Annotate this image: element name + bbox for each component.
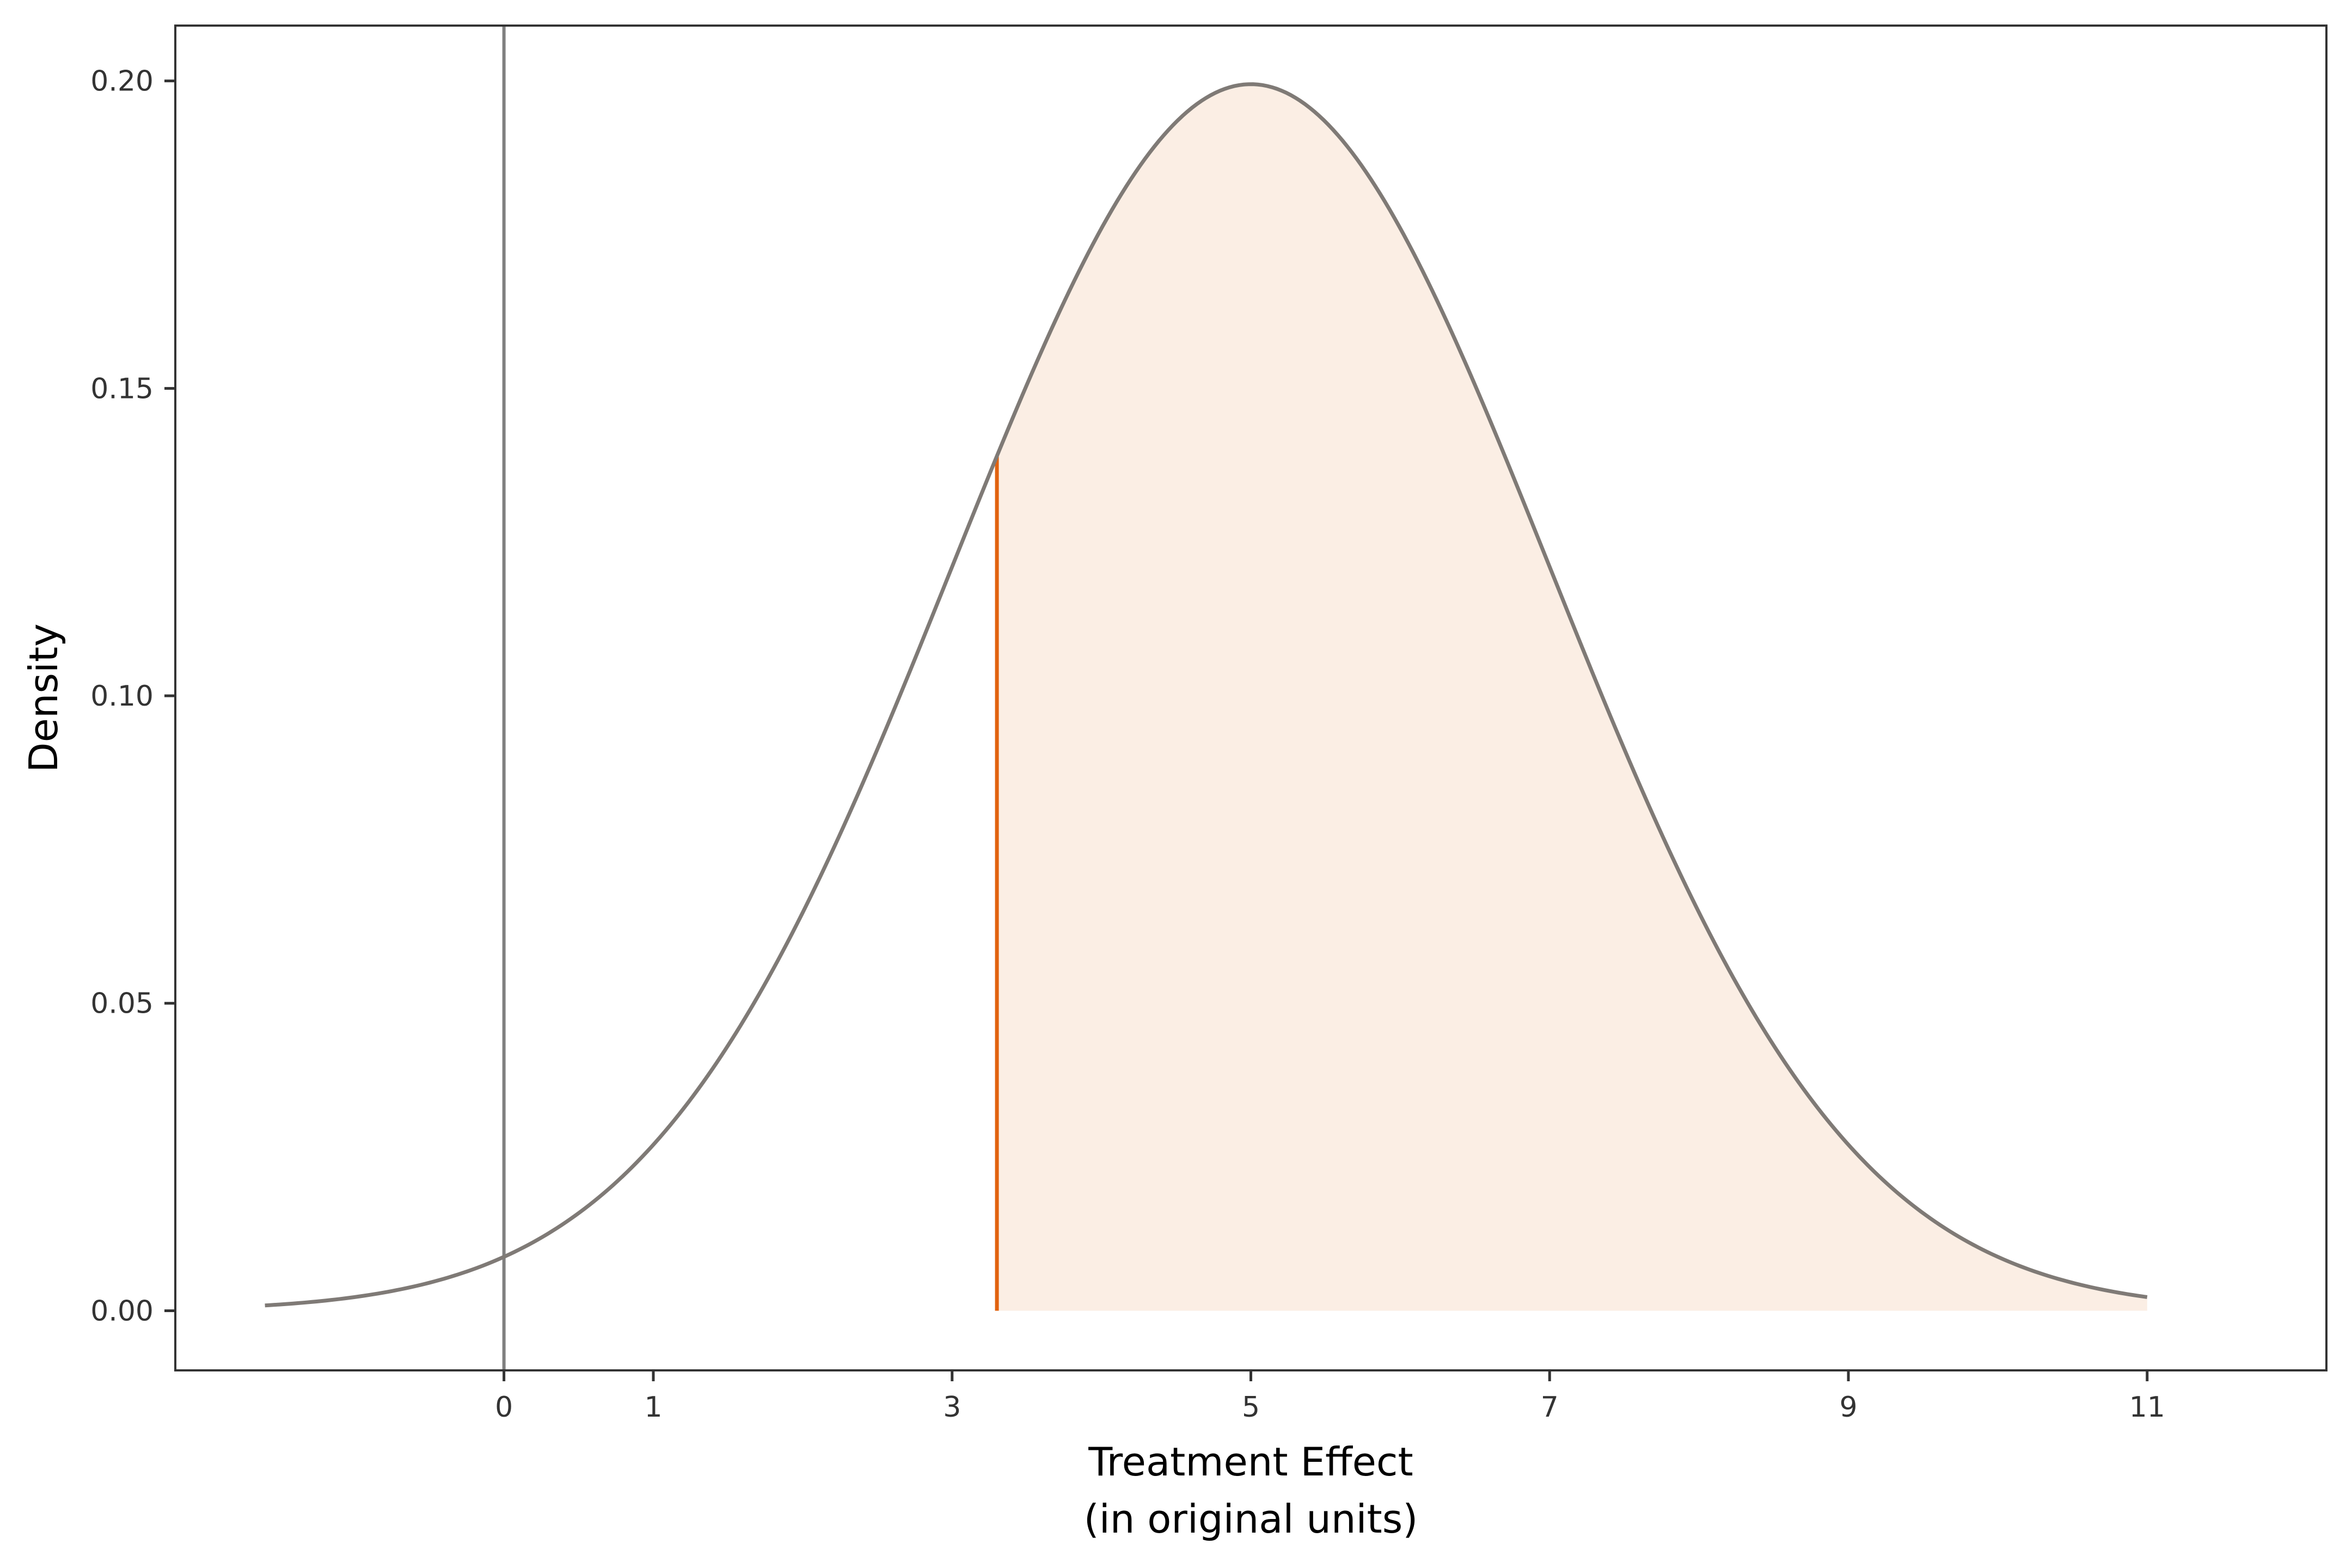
shaded-area xyxy=(997,84,2147,1311)
y-axis-title: Density xyxy=(21,623,66,773)
x-tick-label: 11 xyxy=(2129,1391,2165,1424)
x-tick-label: 3 xyxy=(943,1391,961,1424)
y-tick-label: 0.20 xyxy=(90,65,154,98)
x-tick-label: 5 xyxy=(1242,1391,1260,1424)
y-axis: 0.00 0.05 0.10 0.15 0.20 xyxy=(90,65,175,1327)
x-axis-title-line2: (in original units) xyxy=(1084,1496,1418,1542)
x-tick-label: 1 xyxy=(644,1391,662,1424)
density-curve xyxy=(265,82,2148,1308)
x-tick-label: 9 xyxy=(1839,1391,1857,1424)
y-tick-label: 0.05 xyxy=(90,988,154,1020)
x-axis-title-line1: Treatment Effect xyxy=(1088,1439,1413,1485)
y-tick-label: 0.10 xyxy=(90,680,154,713)
x-tick-label: 7 xyxy=(1541,1391,1559,1424)
x-axis: 0 1 3 5 7 9 11 xyxy=(495,1370,2165,1424)
y-tick-label: 0.00 xyxy=(90,1295,154,1327)
y-tick-label: 0.15 xyxy=(90,372,154,405)
x-tick-label: 0 xyxy=(495,1391,513,1424)
